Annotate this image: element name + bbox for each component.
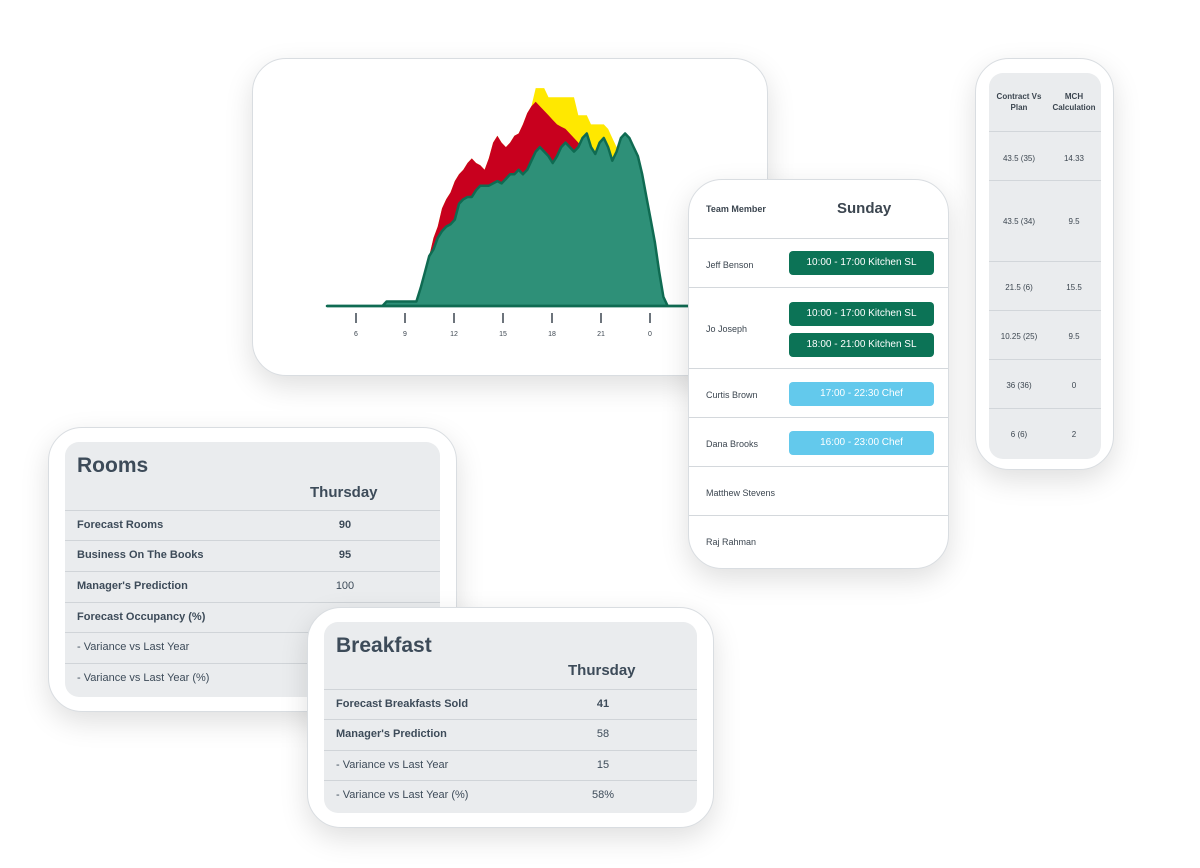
rota-header: Team Member Sunday: [689, 180, 948, 238]
breakfast-row: - Variance vs Last Year (%) 58%: [324, 780, 697, 811]
contract-value: 36 (36): [1006, 381, 1032, 390]
mch-value: 0: [1071, 381, 1077, 390]
x-tick-label: 15: [499, 331, 507, 338]
team-member-name: Dana Brooks: [706, 439, 759, 449]
mch-calculation-header: MCH Calculation: [1052, 92, 1096, 112]
team-member-header: Team Member: [706, 204, 766, 214]
shift-badge[interactable]: 17:00 - 22:30 Chef: [789, 382, 934, 406]
x-tick-label: 9: [403, 331, 407, 338]
rooms-row: - Variance vs Last Year: [65, 632, 440, 663]
rota-row: Raj Rahman: [689, 515, 948, 568]
row-label: - Variance vs Last Year (%): [77, 672, 210, 684]
rota-row: Matthew Stevens: [689, 466, 948, 515]
row-label: Forecast Occupancy (%): [77, 611, 206, 623]
contract-value: 43.5 (34): [1002, 217, 1036, 226]
x-tick-label: 0: [648, 331, 652, 338]
team-member-name: Jeff Benson: [706, 260, 754, 270]
row-label: - Variance vs Last Year (%): [336, 789, 469, 801]
demand-chart: 6 9 12 15 18 21 0: [325, 88, 691, 338]
shift-badge[interactable]: 18:00 - 21:00 Kitchen SL: [789, 333, 934, 357]
contract-row: 43.5 (35) 14.33: [989, 131, 1101, 181]
rota-row: Dana Brooks 16:00 - 23:00 Chef: [689, 417, 948, 466]
team-member-name: Matthew Stevens: [706, 488, 776, 498]
rota-row: Jeff Benson 10:00 - 17:00 Kitchen SL: [689, 238, 948, 287]
x-tick-label: 21: [597, 331, 605, 338]
contract-value: 10.25 (25): [1000, 332, 1038, 341]
chart-series-area: [325, 132, 691, 308]
contract-value: 43.5 (35): [1002, 154, 1036, 163]
contract-row: 21.5 (6) 15.5: [989, 261, 1101, 311]
row-value: 41: [596, 698, 610, 710]
row-value: 15: [596, 759, 610, 771]
rooms-day-header: Thursday: [310, 484, 378, 501]
day-header[interactable]: Sunday: [837, 200, 892, 217]
rooms-row: Forecast Rooms 90: [65, 510, 440, 541]
row-value: 95: [338, 549, 352, 561]
row-label: Business On The Books: [77, 549, 204, 561]
team-member-name: Curtis Brown: [706, 390, 758, 400]
contract-row: 10.25 (25) 9.5: [989, 310, 1101, 360]
breakfast-day-header: Thursday: [568, 662, 636, 679]
breakfast-card: Breakfast Thursday Forecast Breakfasts S…: [307, 607, 714, 828]
row-value: 100: [335, 580, 355, 592]
rooms-row: Forecast Occupancy (%): [65, 602, 440, 633]
x-tick-label: 18: [548, 331, 556, 338]
contract-row: 6 (6) 2: [989, 408, 1101, 460]
breakfast-row: - Variance vs Last Year 15: [324, 750, 697, 781]
rota-row: Curtis Brown 17:00 - 22:30 Chef: [689, 368, 948, 417]
row-label: Forecast Breakfasts Sold: [336, 698, 469, 710]
mch-value: 14.33: [1063, 154, 1085, 163]
shift-badge[interactable]: 16:00 - 23:00 Chef: [789, 431, 934, 455]
shift-badge[interactable]: 10:00 - 17:00 Kitchen SL: [789, 302, 934, 326]
x-tick-label: 12: [450, 331, 458, 338]
breakfast-title: Breakfast: [336, 634, 432, 657]
contract-card: Contract Vs Plan MCH Calculation 43.5 (3…: [975, 58, 1114, 470]
team-member-name: Raj Rahman: [706, 537, 757, 547]
rooms-title: Rooms: [77, 454, 149, 477]
mch-value: 2: [1071, 430, 1077, 439]
mch-value: 9.5: [1068, 332, 1080, 341]
row-label: - Variance vs Last Year: [336, 759, 449, 771]
row-value: 58: [596, 728, 610, 740]
row-label: - Variance vs Last Year: [77, 641, 190, 653]
breakfast-table: Breakfast Thursday Forecast Breakfasts S…: [324, 622, 697, 813]
contract-row: 43.5 (34) 9.5: [989, 180, 1101, 262]
contract-value: 21.5 (6): [1005, 283, 1033, 292]
contract-row: 36 (36) 0: [989, 359, 1101, 409]
rooms-row: - Variance vs Last Year (%): [65, 663, 440, 694]
rooms-row: Manager's Prediction 100: [65, 571, 440, 602]
rota-row: Jo Joseph 10:00 - 17:00 Kitchen SL 18:00…: [689, 287, 948, 368]
breakfast-row: Manager's Prediction 58: [324, 719, 697, 750]
team-member-name: Jo Joseph: [706, 324, 748, 334]
shift-badge[interactable]: 10:00 - 17:00 Kitchen SL: [789, 251, 934, 275]
row-value: 90: [338, 519, 352, 531]
contract-value: 6 (6): [1010, 430, 1028, 439]
row-label: Forecast Rooms: [77, 519, 164, 531]
row-label: Manager's Prediction: [336, 728, 447, 740]
contract-table: Contract Vs Plan MCH Calculation 43.5 (3…: [989, 73, 1101, 459]
mch-value: 15.5: [1066, 283, 1082, 292]
row-label: Manager's Prediction: [77, 580, 188, 592]
x-tick-label: 6: [354, 331, 358, 338]
contract-vs-plan-header: Contract Vs Plan: [996, 92, 1042, 112]
mch-value: 9.5: [1068, 217, 1080, 226]
row-value: 58%: [591, 789, 615, 801]
rooms-row: Business On The Books 95: [65, 540, 440, 571]
breakfast-row: Forecast Breakfasts Sold 41: [324, 689, 697, 720]
demand-chart-card: 6 9 12 15 18 21 0: [252, 58, 768, 376]
rota-card: Team Member Sunday Jeff Benson 10:00 - 1…: [688, 179, 949, 569]
